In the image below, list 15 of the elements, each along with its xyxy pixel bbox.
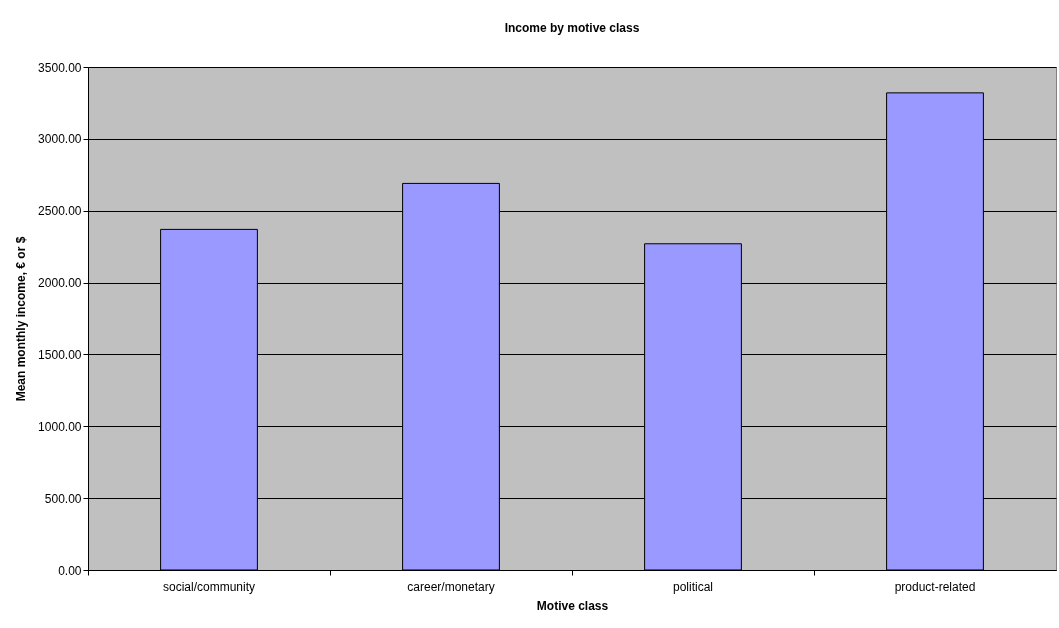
y-tick-label: 0.00 <box>58 563 82 578</box>
y-tick-label: 1500.00 <box>38 347 82 362</box>
x-tick-label: political <box>672 579 714 594</box>
y-tick-label: 3500.00 <box>38 60 82 75</box>
x-tick-label: career/monetary <box>407 579 495 594</box>
y-tick-label: 2000.00 <box>38 276 82 291</box>
y-tick-label: 2500.00 <box>38 204 82 219</box>
x-axis-title: Motive class <box>536 598 609 613</box>
y-axis-title: Mean monthly income, € or $ <box>14 236 29 402</box>
y-tick-label: 1000.00 <box>38 419 82 434</box>
x-tick-label: product-related <box>894 579 976 594</box>
y-tick-label: 500.00 <box>44 491 82 506</box>
chart-title: Income by motive class <box>504 21 640 35</box>
y-tick-label: 3000.00 <box>38 132 82 147</box>
x-tick-label: social/community <box>162 579 256 594</box>
